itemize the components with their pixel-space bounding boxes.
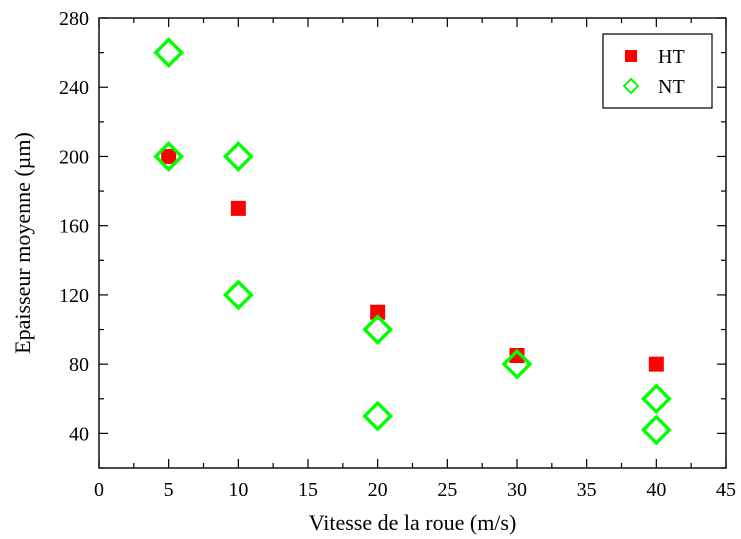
x-tick-label: 30 bbox=[507, 479, 527, 501]
series-nt bbox=[153, 37, 672, 446]
legend-marker-nt bbox=[622, 77, 640, 95]
y-axis-title: Epaisseur moyenne (µm) bbox=[10, 132, 35, 354]
x-tick-label: 20 bbox=[368, 479, 388, 501]
legend-marker-ht bbox=[625, 50, 637, 62]
x-tick-label: 10 bbox=[228, 479, 248, 501]
x-tick-label: 40 bbox=[646, 479, 666, 501]
legend-label-ht: HT bbox=[658, 46, 685, 68]
point-nt bbox=[362, 314, 394, 345]
point-nt bbox=[222, 141, 254, 172]
y-tick-label: 120 bbox=[59, 285, 89, 307]
ticks: 0 5 10 15 20 25 30 35 40 45 40 80 120 160 200 240 280 bbox=[59, 8, 736, 501]
point-nt bbox=[222, 279, 254, 311]
x-tick-label: 5 bbox=[164, 479, 174, 501]
point-nt bbox=[153, 37, 185, 69]
y-tick-label: 160 bbox=[59, 216, 89, 238]
legend-label-nt: NT bbox=[658, 76, 685, 98]
point-ht bbox=[370, 304, 386, 320]
point-ht bbox=[230, 200, 246, 216]
x-tick-label: 15 bbox=[298, 479, 318, 501]
point-ht bbox=[161, 148, 177, 164]
x-axis-title: Vitesse de la roue (m/s) bbox=[309, 510, 517, 535]
point-nt bbox=[640, 414, 672, 446]
point-nt bbox=[640, 383, 672, 415]
y-tick-label: 40 bbox=[69, 423, 89, 445]
point-ht bbox=[509, 348, 525, 363]
point-nt bbox=[362, 400, 394, 432]
x-tick-label: 35 bbox=[577, 479, 597, 501]
x-tick-label: 0 bbox=[94, 479, 104, 501]
point-ht bbox=[648, 356, 664, 372]
point-nt bbox=[501, 348, 533, 380]
y-tick-label: 80 bbox=[69, 354, 89, 376]
legend-box bbox=[602, 33, 713, 109]
data-marks bbox=[153, 37, 672, 446]
x-tick-label: 25 bbox=[437, 479, 457, 501]
y-tick-label: 280 bbox=[59, 8, 89, 30]
x-tick-label: 45 bbox=[716, 479, 736, 501]
legend: HT NT bbox=[602, 33, 713, 109]
y-tick-label: 240 bbox=[59, 77, 89, 99]
y-tick-label: 200 bbox=[59, 146, 89, 168]
point-nt bbox=[153, 141, 185, 172]
series-ht bbox=[161, 148, 664, 372]
